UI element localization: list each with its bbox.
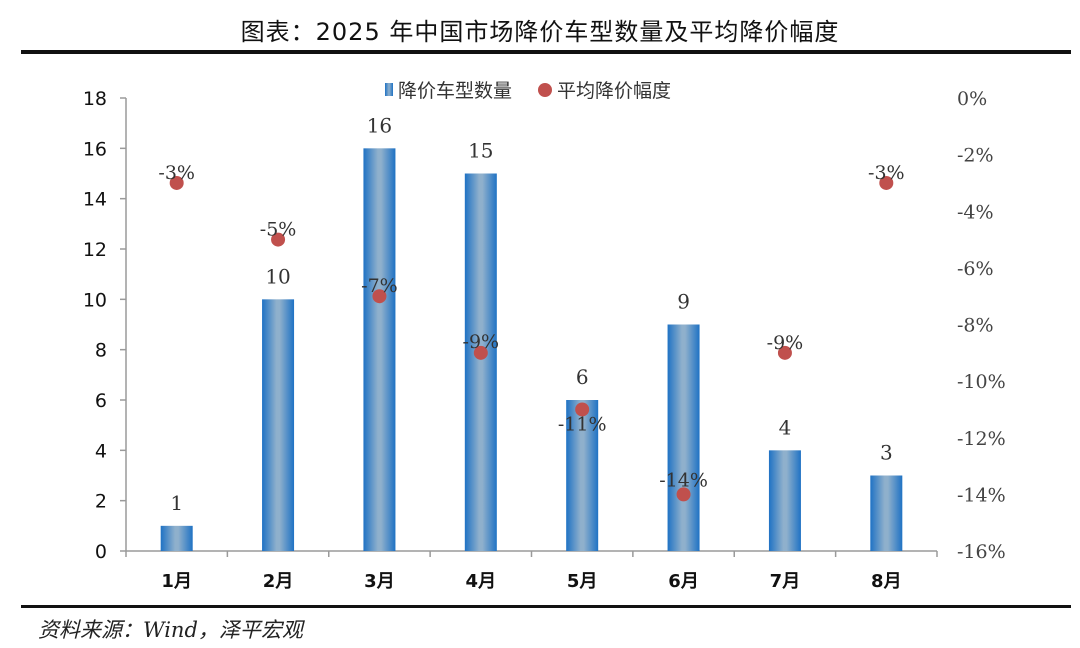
dot-value-label: -3% (868, 162, 905, 184)
left-axis-tick-label: 18 (83, 88, 107, 110)
dot-marker (879, 175, 894, 190)
bar (870, 475, 903, 551)
bar (464, 173, 497, 551)
dot-marker (777, 345, 792, 360)
right-axis-tick-label: 0% (957, 88, 987, 110)
chart-title: 图表：2025 年中国市场降价车型数量及平均降价幅度 (240, 18, 840, 46)
dot-marker (271, 232, 286, 247)
right-axis-tick-label: -12% (957, 428, 1006, 450)
dot-value-label: -3% (158, 162, 195, 184)
right-axis-tick-label: -16% (957, 541, 1006, 563)
right-axis-tick-label: -6% (957, 258, 994, 280)
x-axis-category-label: 6月 (668, 571, 699, 592)
bar (768, 450, 801, 551)
dot-value-label: -9% (463, 331, 500, 353)
left-axis-tick-label: 6 (95, 390, 107, 412)
x-axis-category-label: 1月 (161, 571, 192, 592)
bar (160, 525, 193, 551)
right-axis-tick-label: -10% (957, 371, 1006, 393)
bar-value-label: 3 (880, 441, 893, 465)
right-axis-tick-label: -8% (957, 315, 994, 337)
left-axis-tick-label: 2 (95, 491, 107, 513)
left-axis-tick-label: 16 (83, 138, 107, 160)
legend-dot-label: 平均降价幅度 (557, 80, 672, 102)
bar (667, 324, 700, 551)
legend-bar-label: 降价车型数量 (398, 80, 513, 102)
bar-value-label: 1 (170, 491, 183, 515)
bar-value-label: 15 (468, 139, 493, 163)
bar (566, 400, 599, 551)
x-axis-category-label: 3月 (364, 571, 395, 592)
bar-legend-swatch-icon (385, 83, 393, 96)
right-axis-tick-label: -14% (957, 484, 1006, 506)
left-axis-tick-label: 0 (95, 541, 107, 563)
top-rule (21, 50, 1071, 54)
bar-value-label: 16 (367, 113, 392, 137)
x-axis-category-label: 8月 (871, 571, 902, 592)
left-axis-tick-label: 12 (83, 239, 107, 261)
dot-value-label: -14% (659, 469, 708, 491)
left-axis-tick-label: 10 (83, 289, 107, 311)
left-axis-tick-label: 8 (95, 340, 107, 362)
x-axis-category-label: 5月 (567, 571, 598, 592)
x-axis-category-label: 2月 (263, 571, 294, 592)
x-axis-category-label: 4月 (466, 571, 497, 592)
dot-value-label: -5% (260, 219, 297, 241)
source-note: 资料来源：Wind，泽平宏观 (38, 618, 303, 642)
bar-value-label: 4 (779, 415, 792, 439)
dot-value-label: -11% (558, 413, 607, 435)
bottom-rule (21, 605, 1071, 608)
left-axis-tick-label: 14 (83, 189, 107, 211)
bar-value-label: 9 (677, 290, 690, 314)
dot-value-label: -7% (361, 275, 398, 297)
dot-legend-swatch-icon (538, 82, 553, 97)
right-axis-tick-label: -2% (957, 145, 994, 167)
bar (363, 148, 396, 552)
dot-marker (676, 487, 691, 502)
legend: 降价车型数量 平均降价幅度 (385, 76, 671, 103)
dot-series: -3% -5% -7% -9% -11% -14% -9% -3% (158, 162, 905, 502)
dot-marker (473, 345, 488, 360)
bar (262, 299, 295, 551)
bar-value-label: 6 (576, 365, 589, 389)
x-axis-category-label: 7月 (770, 571, 801, 592)
bar-value-label: 10 (265, 264, 290, 288)
right-axis-tick-label: -4% (957, 201, 994, 223)
dot-marker (169, 175, 184, 190)
dot-marker (372, 289, 387, 304)
left-axis-tick-label: 4 (95, 440, 107, 462)
dot-value-label: -9% (767, 332, 804, 354)
dot-marker (575, 402, 590, 417)
bar-series: 1 10 16 15 6 9 4 3 (160, 113, 903, 552)
